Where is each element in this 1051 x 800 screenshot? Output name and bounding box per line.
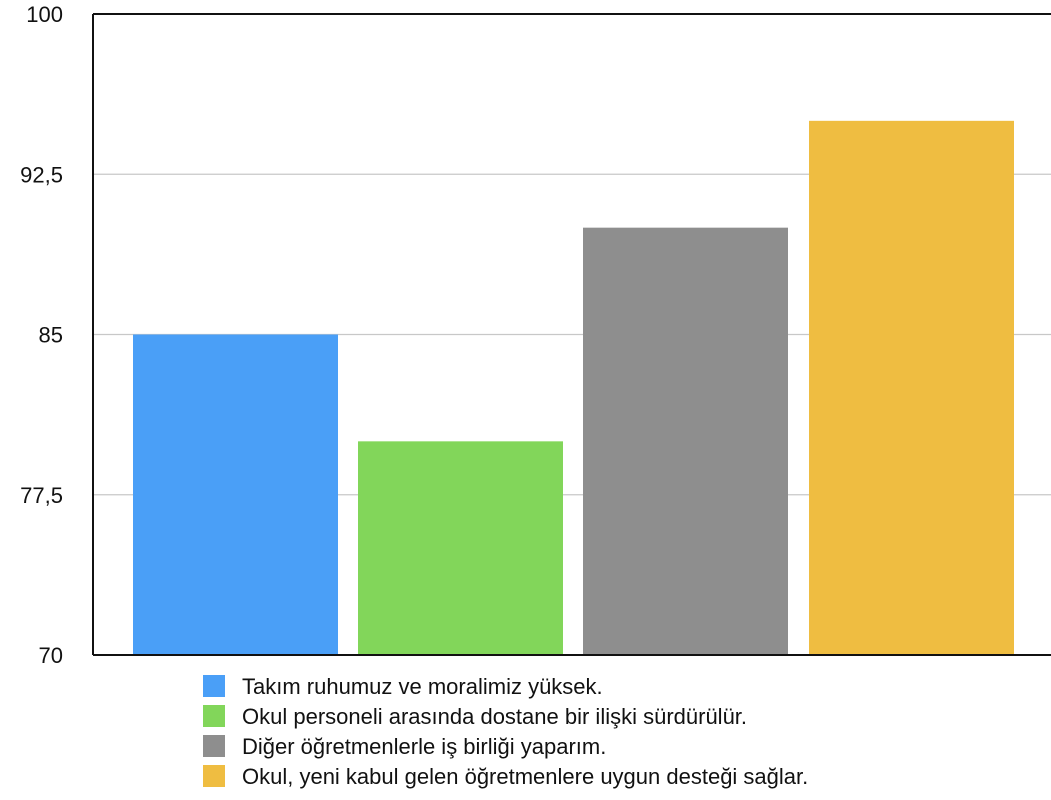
legend-swatch [203,705,225,727]
axes [92,13,1051,656]
legend-swatch [203,765,225,787]
bar-3 [583,227,788,655]
legend-label: Takım ruhumuz ve moralimiz yüksek. [242,674,603,699]
bar-4 [809,120,1014,656]
bars [133,120,1014,656]
bar-1 [133,334,338,655]
y-tick-label: 92,5 [20,162,63,187]
legend-swatch [203,675,225,697]
y-tick-label: 77,5 [20,483,63,508]
legend-swatch [203,735,225,757]
y-tick-label: 100 [26,2,63,27]
legend-label: Okul personeli arasında dostane bir iliş… [242,704,747,729]
y-axis-tick-labels: 70 77,5 85 92,5 100 [20,2,63,668]
legend-label: Diğer öğretmenlerle iş birliği yaparım. [242,734,606,759]
legend: Takım ruhumuz ve moralimiz yüksek. Okul p… [203,674,808,789]
y-tick-label: 70 [39,643,63,668]
y-tick-label: 85 [39,323,63,348]
legend-label: Okul, yeni kabul gelen öğretmenlere uygu… [242,764,808,789]
bar-2 [358,441,563,655]
